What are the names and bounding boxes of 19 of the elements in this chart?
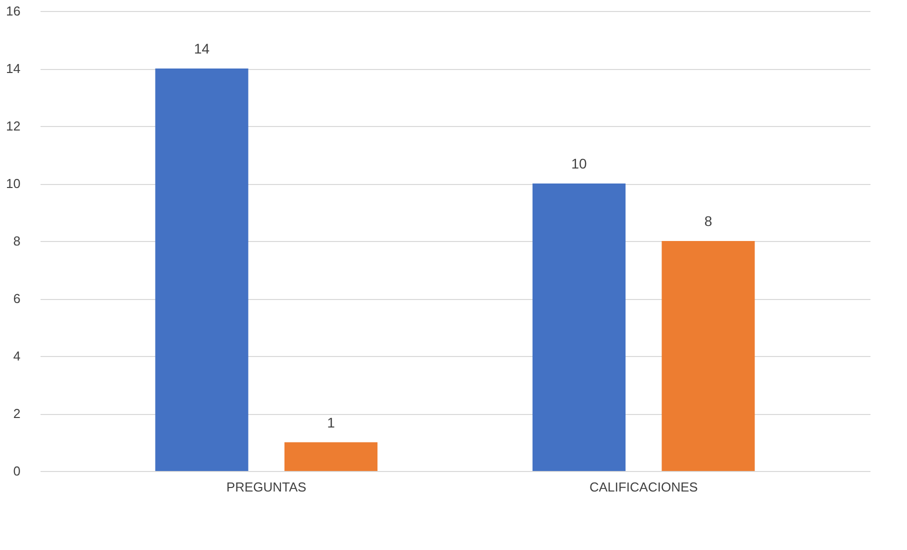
data-label: 8 xyxy=(704,213,712,229)
y-tick-label: 14 xyxy=(6,61,20,76)
y-tick-label: 16 xyxy=(6,4,20,18)
x-tick-label: PREGUNTAS xyxy=(226,480,307,494)
y-tick-label: 8 xyxy=(13,234,20,248)
data-label: 1 xyxy=(327,414,336,430)
y-tick-label: 10 xyxy=(6,176,20,191)
bar xyxy=(662,241,755,471)
bar xyxy=(155,68,248,471)
y-tick-label: 12 xyxy=(6,118,20,134)
y-tick-label: 6 xyxy=(13,291,20,306)
y-tick-label: 4 xyxy=(13,348,20,364)
y-tick-label: 2 xyxy=(13,406,20,421)
y-tick-label: 0 xyxy=(13,464,20,478)
bar xyxy=(284,442,378,471)
data-label: 10 xyxy=(571,156,588,172)
data-label: 14 xyxy=(194,40,210,56)
x-tick-label: CALIFICACIONES xyxy=(589,480,698,494)
bar xyxy=(532,184,626,471)
